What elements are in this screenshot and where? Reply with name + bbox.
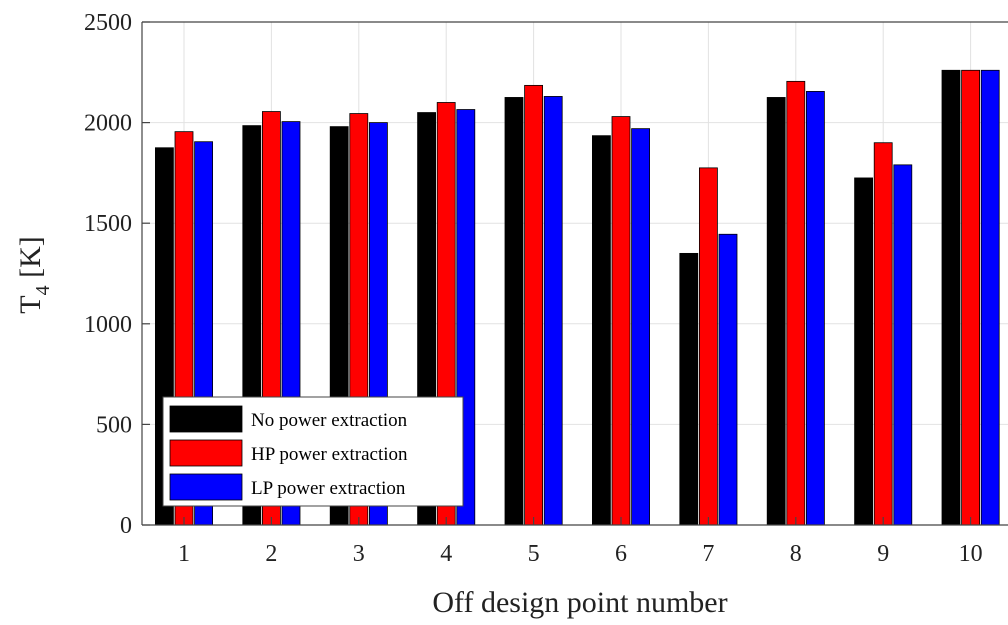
- y-tick-label: 0: [120, 513, 132, 539]
- y-tick-label: 500: [96, 412, 132, 438]
- x-tick-label: 10: [959, 541, 983, 567]
- bar-no-power-extraction: [941, 69, 961, 526]
- x-tick-label: 1: [178, 541, 190, 567]
- legend-swatch: [169, 405, 243, 433]
- bar-lp-power-extraction: [893, 164, 913, 526]
- bar-no-power-extraction: [766, 97, 786, 526]
- y-axis-label-main: T: [14, 295, 47, 313]
- bar-hp-power-extraction: [961, 69, 980, 526]
- y-axis-label-rest: [K]: [14, 236, 47, 285]
- legend-label: No power extraction: [251, 410, 408, 431]
- bar-lp-power-extraction: [980, 69, 1000, 526]
- axes: [141, 21, 1008, 526]
- bar-no-power-extraction: [854, 177, 873, 526]
- legend-swatch: [169, 439, 243, 467]
- bar-lp-power-extraction: [806, 91, 825, 526]
- bar-lp-power-extraction: [718, 233, 738, 526]
- y-axis-label-sub: 4: [32, 285, 54, 295]
- bar-no-power-extraction: [679, 252, 699, 526]
- y-tick-label: 2500: [84, 10, 132, 36]
- legend-label: LP power extraction: [251, 478, 406, 499]
- bar-no-power-extraction: [592, 135, 611, 526]
- legend-swatch: [169, 473, 243, 501]
- bar-hp-power-extraction: [611, 116, 631, 526]
- x-tick-labels: 1 2 3 4 5 6 7 8 9 10: [178, 517, 983, 567]
- bar-hp-power-extraction: [873, 142, 893, 526]
- x-tick-label: 6: [615, 541, 627, 567]
- bar-hp-power-extraction: [524, 84, 543, 526]
- bar-lp-power-extraction: [543, 96, 563, 526]
- bar-no-power-extraction: [504, 97, 524, 526]
- legend: No power extraction HP power extraction LP…: [162, 396, 464, 507]
- bar-hp-power-extraction: [699, 167, 718, 526]
- x-tick-label: 8: [790, 541, 802, 567]
- bar-hp-power-extraction: [786, 80, 806, 526]
- x-tick-label: 9: [877, 541, 889, 567]
- x-tick-label: 2: [265, 541, 277, 567]
- bar-lp-power-extraction: [631, 128, 650, 526]
- y-tick-labels: 0 500 1000 1500 2000 2500: [84, 10, 150, 539]
- y-axis-label: T4 [K]: [14, 236, 54, 313]
- y-tick-label: 1500: [84, 211, 132, 237]
- x-tick-label: 5: [528, 541, 540, 567]
- x-tick-label: 4: [440, 541, 452, 567]
- x-tick-label: 7: [702, 541, 714, 567]
- x-axis-label: Off design point number: [432, 586, 727, 619]
- legend-label: HP power extraction: [251, 444, 408, 465]
- y-tick-label: 2000: [84, 111, 132, 137]
- x-tick-label: 3: [353, 541, 365, 567]
- y-tick-label: 1000: [84, 312, 132, 338]
